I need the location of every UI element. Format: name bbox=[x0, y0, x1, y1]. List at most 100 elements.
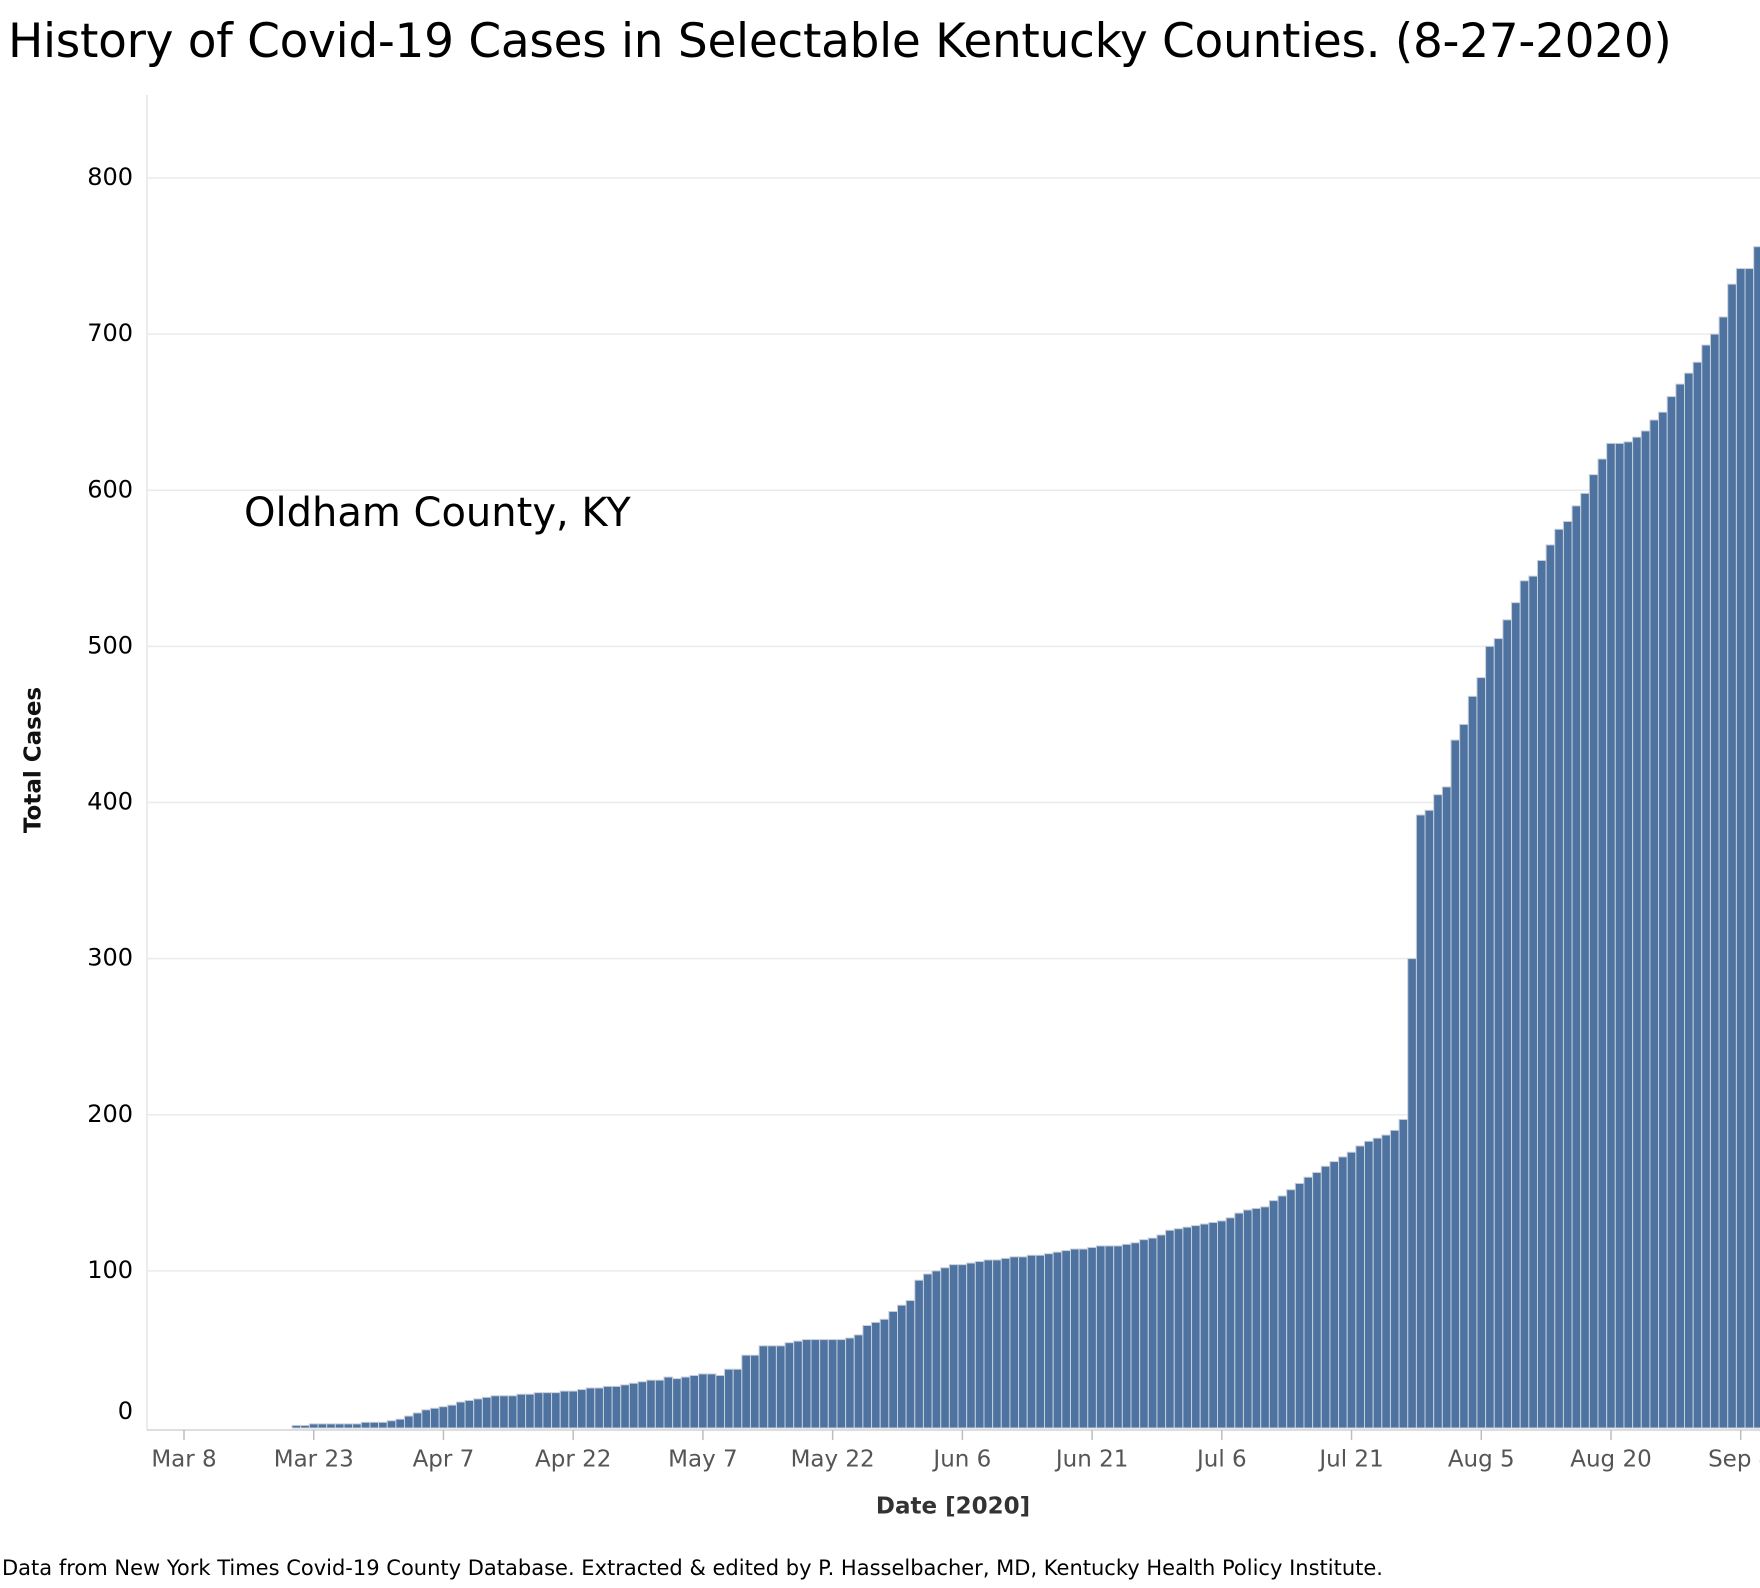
bar bbox=[1632, 436, 1642, 1429]
bar bbox=[1606, 442, 1616, 1429]
bar bbox=[793, 1340, 803, 1429]
bar bbox=[1104, 1245, 1115, 1429]
bar bbox=[1381, 1134, 1391, 1429]
bar bbox=[1735, 268, 1746, 1429]
x-tick-label: Mar 23 bbox=[274, 1447, 354, 1473]
bar bbox=[404, 1415, 414, 1429]
bar bbox=[481, 1396, 492, 1429]
x-tick-label: Mar 8 bbox=[151, 1447, 216, 1473]
bar bbox=[1052, 1251, 1063, 1429]
bar bbox=[1554, 528, 1564, 1429]
bar bbox=[429, 1407, 440, 1429]
bar bbox=[1692, 361, 1703, 1429]
bar bbox=[1329, 1161, 1340, 1429]
bar bbox=[1147, 1237, 1158, 1429]
bar bbox=[602, 1385, 613, 1429]
bar bbox=[1173, 1228, 1184, 1429]
bar bbox=[343, 1423, 354, 1429]
bar bbox=[455, 1401, 466, 1429]
bar bbox=[931, 1270, 942, 1429]
bar bbox=[533, 1392, 544, 1429]
bar bbox=[1121, 1243, 1132, 1429]
bar bbox=[862, 1325, 873, 1429]
bar bbox=[1095, 1245, 1106, 1429]
x-tick-label: Sep 4 bbox=[1708, 1447, 1760, 1473]
bar bbox=[1191, 1225, 1201, 1429]
bar bbox=[1415, 814, 1426, 1429]
x-axis-title: Date [2020] bbox=[876, 1494, 1030, 1520]
bar bbox=[611, 1385, 622, 1429]
bar bbox=[1069, 1248, 1080, 1429]
x-tick-label: Aug 20 bbox=[1570, 1447, 1652, 1473]
bar bbox=[724, 1368, 734, 1429]
bar bbox=[1545, 544, 1556, 1429]
bar bbox=[447, 1404, 457, 1429]
bar bbox=[758, 1345, 769, 1429]
bar bbox=[360, 1421, 371, 1429]
bar bbox=[1614, 442, 1625, 1429]
y-tick-label: 200 bbox=[87, 1100, 133, 1128]
bar bbox=[1208, 1221, 1218, 1429]
bar bbox=[767, 1345, 777, 1429]
bar bbox=[1433, 794, 1443, 1429]
bar bbox=[525, 1393, 535, 1429]
bar bbox=[1597, 458, 1608, 1429]
bar bbox=[1000, 1257, 1011, 1429]
x-tick-label: Jul 21 bbox=[1317, 1447, 1383, 1473]
bar bbox=[1251, 1207, 1262, 1429]
x-tick-label: May 22 bbox=[791, 1447, 875, 1473]
bar bbox=[706, 1373, 717, 1429]
bar bbox=[957, 1264, 968, 1429]
bar bbox=[1588, 474, 1599, 1429]
bar bbox=[438, 1406, 449, 1429]
bar bbox=[637, 1381, 648, 1429]
bar bbox=[819, 1339, 829, 1429]
bar bbox=[948, 1264, 959, 1429]
x-tick-label: Apr 7 bbox=[413, 1447, 475, 1473]
bar bbox=[1078, 1248, 1089, 1429]
bar bbox=[672, 1378, 682, 1429]
bar bbox=[992, 1259, 1002, 1429]
bar bbox=[1035, 1254, 1046, 1429]
bar bbox=[845, 1337, 855, 1429]
bar bbox=[827, 1339, 838, 1429]
bar bbox=[853, 1334, 864, 1429]
bar bbox=[1087, 1246, 1097, 1429]
bar bbox=[1580, 492, 1590, 1429]
bar bbox=[1649, 419, 1660, 1429]
bar bbox=[1026, 1254, 1037, 1429]
x-tick-label: May 7 bbox=[668, 1447, 738, 1473]
y-tick-label: 400 bbox=[87, 788, 133, 816]
bar bbox=[1623, 441, 1634, 1429]
x-tick-label: Apr 22 bbox=[535, 1447, 611, 1473]
bar bbox=[922, 1273, 933, 1429]
bar bbox=[1312, 1172, 1322, 1429]
bar bbox=[1165, 1229, 1175, 1429]
bar bbox=[784, 1342, 795, 1429]
bar bbox=[654, 1379, 665, 1429]
bar bbox=[1666, 396, 1677, 1429]
bar bbox=[386, 1420, 397, 1429]
bar bbox=[1536, 560, 1547, 1429]
footer-source-note: Data from New York Times Covid-19 County… bbox=[2, 1556, 1383, 1580]
bar bbox=[1130, 1242, 1141, 1429]
bar bbox=[395, 1418, 406, 1429]
bar bbox=[490, 1395, 501, 1429]
x-tick-label: Jul 6 bbox=[1195, 1447, 1247, 1473]
bar bbox=[897, 1304, 907, 1429]
bar bbox=[412, 1412, 423, 1429]
bar bbox=[1701, 344, 1711, 1429]
bar bbox=[1441, 786, 1452, 1429]
bar bbox=[663, 1376, 674, 1429]
bar bbox=[1018, 1256, 1028, 1429]
bar bbox=[1156, 1234, 1167, 1429]
bar bbox=[300, 1424, 310, 1429]
x-tick-label: Jun 21 bbox=[1054, 1447, 1129, 1473]
bar bbox=[1061, 1250, 1071, 1429]
y-tick-label: 0 bbox=[118, 1397, 133, 1425]
bar bbox=[378, 1421, 388, 1429]
bar bbox=[879, 1318, 890, 1429]
bar bbox=[1216, 1220, 1227, 1429]
bar bbox=[1528, 575, 1538, 1429]
bar bbox=[1493, 638, 1504, 1429]
